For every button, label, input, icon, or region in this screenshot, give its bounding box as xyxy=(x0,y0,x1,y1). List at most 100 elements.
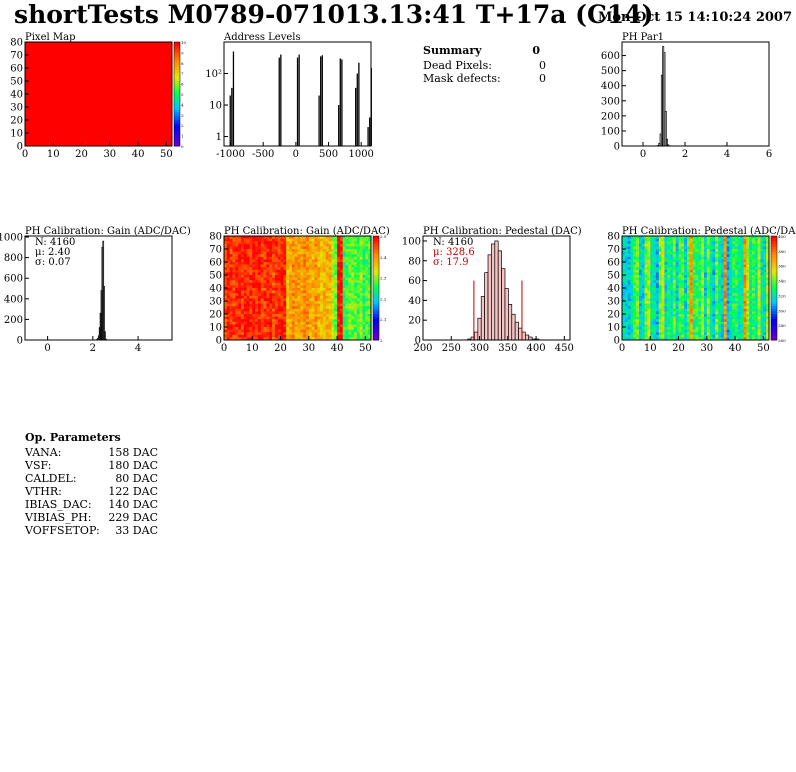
heatmap-cell xyxy=(752,272,756,276)
heatmap-cell xyxy=(243,264,247,268)
heatmap-cell xyxy=(334,306,338,310)
heatmap-cell xyxy=(718,277,722,281)
heatmap-cell xyxy=(647,329,651,333)
heatmap-cell xyxy=(322,332,327,336)
heatmap-cell xyxy=(698,254,702,258)
heatmap-cell xyxy=(689,321,693,325)
heatmap-cell xyxy=(735,267,739,271)
heatmap-cell xyxy=(274,334,279,338)
heatmap-cell xyxy=(224,267,228,271)
heatmap-cell xyxy=(678,272,682,276)
heatmap-cell xyxy=(325,316,329,320)
heatmap-cell xyxy=(650,236,654,239)
heatmap-cell xyxy=(291,243,295,247)
heatmap-cell xyxy=(633,259,637,263)
heatmap-cell xyxy=(737,269,742,273)
heatmap-cell xyxy=(644,311,648,315)
heatmap-cell xyxy=(655,293,660,297)
heatmap-cell xyxy=(664,243,668,247)
heatmap-cell xyxy=(226,293,230,297)
heatmap-cell xyxy=(735,327,739,330)
y-tick-label: 10² xyxy=(205,69,222,80)
heatmap-cell xyxy=(737,251,742,255)
heatmap-cell xyxy=(260,259,264,263)
heatmap-cell xyxy=(320,264,324,268)
heatmap-cell xyxy=(732,319,736,323)
heatmap-cell xyxy=(706,303,710,307)
heatmap-cell xyxy=(337,277,341,281)
heatmap-cell xyxy=(359,280,363,284)
heatmap-cell xyxy=(655,288,660,291)
heatmap-cell xyxy=(274,246,279,250)
heatmap-cell xyxy=(655,238,660,242)
heatmap-cell xyxy=(743,327,747,330)
heatmap-cell xyxy=(348,298,352,302)
heatmap-cell xyxy=(644,316,648,320)
heatmap-cell xyxy=(630,314,634,317)
palette-cell xyxy=(771,301,777,305)
heatmap-cell xyxy=(670,332,674,336)
x-tick-label: 10 xyxy=(47,149,60,160)
heatmap-cell xyxy=(766,334,770,338)
heatmap-cell xyxy=(356,241,360,245)
y-tick-label: 1 xyxy=(216,132,222,143)
heatmap-cell xyxy=(760,321,764,325)
heatmap-cell xyxy=(709,277,713,281)
heatmap-cell xyxy=(224,303,228,307)
heatmap-cell xyxy=(322,256,327,260)
palette-cell xyxy=(771,259,777,263)
heatmap-cell xyxy=(232,314,236,317)
heatmap-cell xyxy=(331,334,335,338)
heatmap-cell xyxy=(317,264,321,268)
heatmap-cell xyxy=(300,293,304,297)
heatmap-cell xyxy=(266,316,270,320)
heatmap-cell xyxy=(345,321,349,325)
heatmap-cell xyxy=(752,293,756,297)
heatmap-cell xyxy=(325,277,329,281)
heatmap-cell xyxy=(351,301,355,304)
heatmap-cell xyxy=(647,332,651,336)
heatmap-cell xyxy=(286,295,290,299)
heatmap-cell xyxy=(678,256,682,260)
op-params-box: Op. Parameters VANA: 158 DAC VSF: 180 DAC … xyxy=(25,431,160,537)
heatmap-cell xyxy=(667,241,671,245)
heatmap-cell xyxy=(672,254,677,258)
heatmap-cell xyxy=(720,319,725,323)
heatmap-cell xyxy=(672,249,677,252)
heatmap-cell xyxy=(314,238,318,242)
heatmap-cell xyxy=(331,293,335,297)
heatmap-cell xyxy=(653,337,657,341)
heatmap-cell xyxy=(709,293,713,297)
heatmap-cell xyxy=(240,267,245,271)
heatmap-cell xyxy=(359,249,363,252)
heatmap-cell xyxy=(664,319,668,323)
heatmap-cell xyxy=(305,269,310,273)
heatmap-cell xyxy=(695,256,699,260)
palette-cell xyxy=(373,308,379,312)
heatmap-cell xyxy=(667,311,671,315)
heatmap-cell xyxy=(737,285,742,289)
heatmap-cell xyxy=(746,238,750,242)
heatmap-cell xyxy=(703,259,708,263)
palette-cell xyxy=(373,249,379,253)
heatmap-cell xyxy=(291,277,295,281)
heatmap-cell xyxy=(289,288,293,291)
heatmap-cell xyxy=(325,272,329,276)
heatmap-cell xyxy=(286,332,290,336)
heatmap-cell xyxy=(715,337,719,341)
heatmap-cell xyxy=(752,324,756,328)
heatmap-cell xyxy=(351,238,355,242)
heatmap-cell xyxy=(622,269,626,273)
heatmap-cell xyxy=(339,337,344,341)
heatmap-cell xyxy=(325,269,329,273)
heatmap-cell xyxy=(740,308,744,312)
palette-cell xyxy=(174,107,180,111)
heatmap-cell xyxy=(763,314,767,317)
heatmap-cell xyxy=(252,327,256,330)
heatmap-cell xyxy=(272,262,276,265)
heatmap-cell xyxy=(749,337,753,341)
heatmap-cell xyxy=(286,243,290,247)
heatmap-cell xyxy=(291,282,295,286)
heatmap-cell xyxy=(760,329,764,333)
heatmap-cell xyxy=(689,288,693,291)
